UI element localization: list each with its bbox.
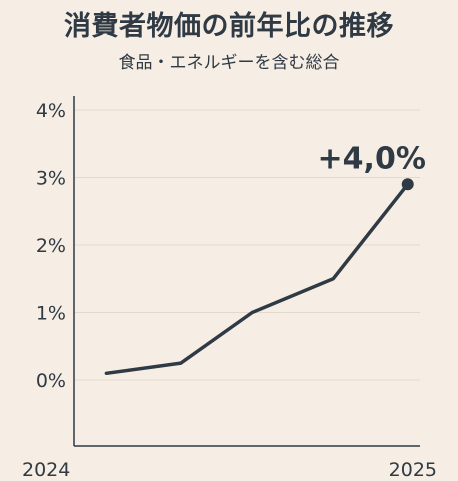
y-tick-label: 3%: [36, 168, 66, 190]
y-tick-label: 1%: [36, 303, 66, 325]
y-tick-label: 2%: [36, 235, 66, 257]
end-point-marker: [401, 178, 414, 191]
chart-subtitle: 食品・エネルギーを含む総合: [118, 53, 340, 73]
y-tick-labels: 4% 3% 2% 1% 0%: [36, 100, 66, 392]
grid-lines: [74, 109, 420, 381]
y-tick-label: 0%: [36, 370, 66, 392]
x-tick-label: 2024: [22, 459, 70, 481]
y-tick-label: 4%: [36, 100, 66, 122]
series-line: [104, 182, 410, 376]
series-group: [104, 178, 414, 376]
chart-title: 消費者物価の前年比の推移: [64, 11, 394, 42]
x-tick-labels: 2024 2025: [22, 459, 437, 481]
x-tick-label: 2025: [389, 459, 437, 481]
end-value-annotation: +4,0%: [318, 141, 426, 176]
